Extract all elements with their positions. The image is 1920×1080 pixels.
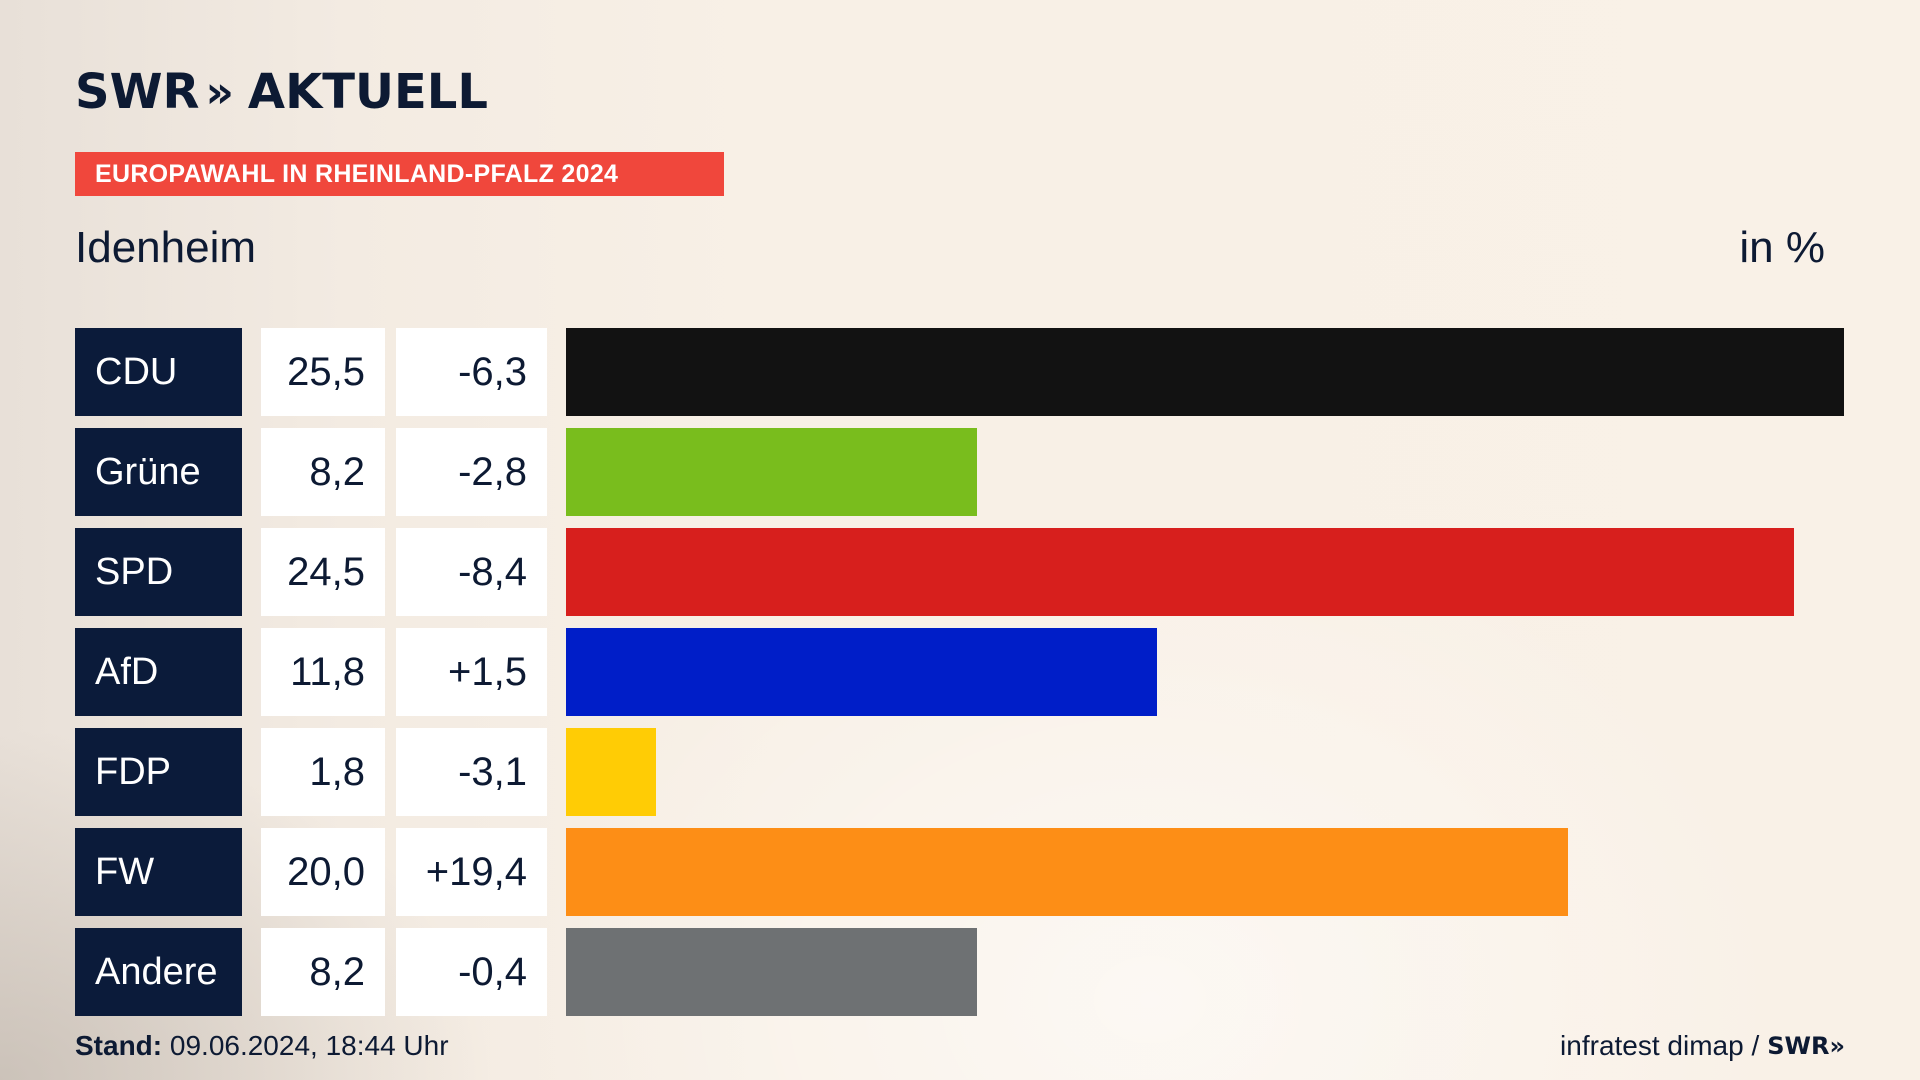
stand-label: Stand: — [75, 1030, 163, 1061]
stand-value: 09.06.2024, 18:44 Uhr — [162, 1030, 449, 1061]
vote-change-value: -2,8 — [396, 428, 547, 516]
swr-aktuell-logo: SWR » AKTUELL — [75, 62, 488, 122]
result-bar — [566, 328, 1844, 416]
source-credit: infratest dimap / SWR» — [1560, 1030, 1845, 1062]
vote-change-value: -6,3 — [396, 328, 547, 416]
result-bar — [566, 528, 1794, 616]
vote-change-value: +1,5 — [396, 628, 547, 716]
party-label: FDP — [75, 728, 242, 816]
vote-share-value: 24,5 — [261, 528, 385, 616]
result-row: Grüne 8,2 -2,8 — [0, 428, 1920, 516]
result-row: Andere 8,2 -0,4 — [0, 928, 1920, 1016]
vote-share-value: 8,2 — [261, 928, 385, 1016]
vote-share-value: 20,0 — [261, 828, 385, 916]
logo-aktuell-text: AKTUELL — [247, 64, 488, 120]
result-bar — [566, 628, 1157, 716]
logo-chevrons-icon: » — [205, 66, 234, 118]
result-bar — [566, 428, 977, 516]
result-row: CDU 25,5 -6,3 — [0, 328, 1920, 416]
result-bar — [566, 928, 977, 1016]
swr-mini-logo: SWR» — [1767, 1032, 1845, 1060]
party-label: AfD — [75, 628, 242, 716]
result-row: SPD 24,5 -8,4 — [0, 528, 1920, 616]
result-row: FDP 1,8 -3,1 — [0, 728, 1920, 816]
logo-swr-text: SWR — [75, 64, 200, 120]
party-label: Andere — [75, 928, 242, 1016]
vote-share-value: 1,8 — [261, 728, 385, 816]
party-label: SPD — [75, 528, 242, 616]
vote-change-value: -0,4 — [396, 928, 547, 1016]
vote-share-value: 8,2 — [261, 428, 385, 516]
chart-title: Idenheim — [75, 223, 257, 272]
vote-change-value: -8,4 — [396, 528, 547, 616]
party-label: Grüne — [75, 428, 242, 516]
result-bar — [566, 828, 1568, 916]
party-label: CDU — [75, 328, 242, 416]
vote-share-value: 25,5 — [261, 328, 385, 416]
unit-label: in % — [1739, 223, 1825, 272]
result-row: AfD 11,8 +1,5 — [0, 628, 1920, 716]
timestamp: Stand: 09.06.2024, 18:44 Uhr — [75, 1030, 449, 1062]
vote-share-value: 11,8 — [261, 628, 385, 716]
source-text: infratest dimap / — [1560, 1030, 1760, 1061]
election-banner: EUROPAWAHL IN RHEINLAND-PFALZ 2024 — [75, 152, 724, 196]
vote-change-value: -3,1 — [396, 728, 547, 816]
result-row: FW 20,0 +19,4 — [0, 828, 1920, 916]
result-bar — [566, 728, 656, 816]
vote-change-value: +19,4 — [396, 828, 547, 916]
party-label: FW — [75, 828, 242, 916]
